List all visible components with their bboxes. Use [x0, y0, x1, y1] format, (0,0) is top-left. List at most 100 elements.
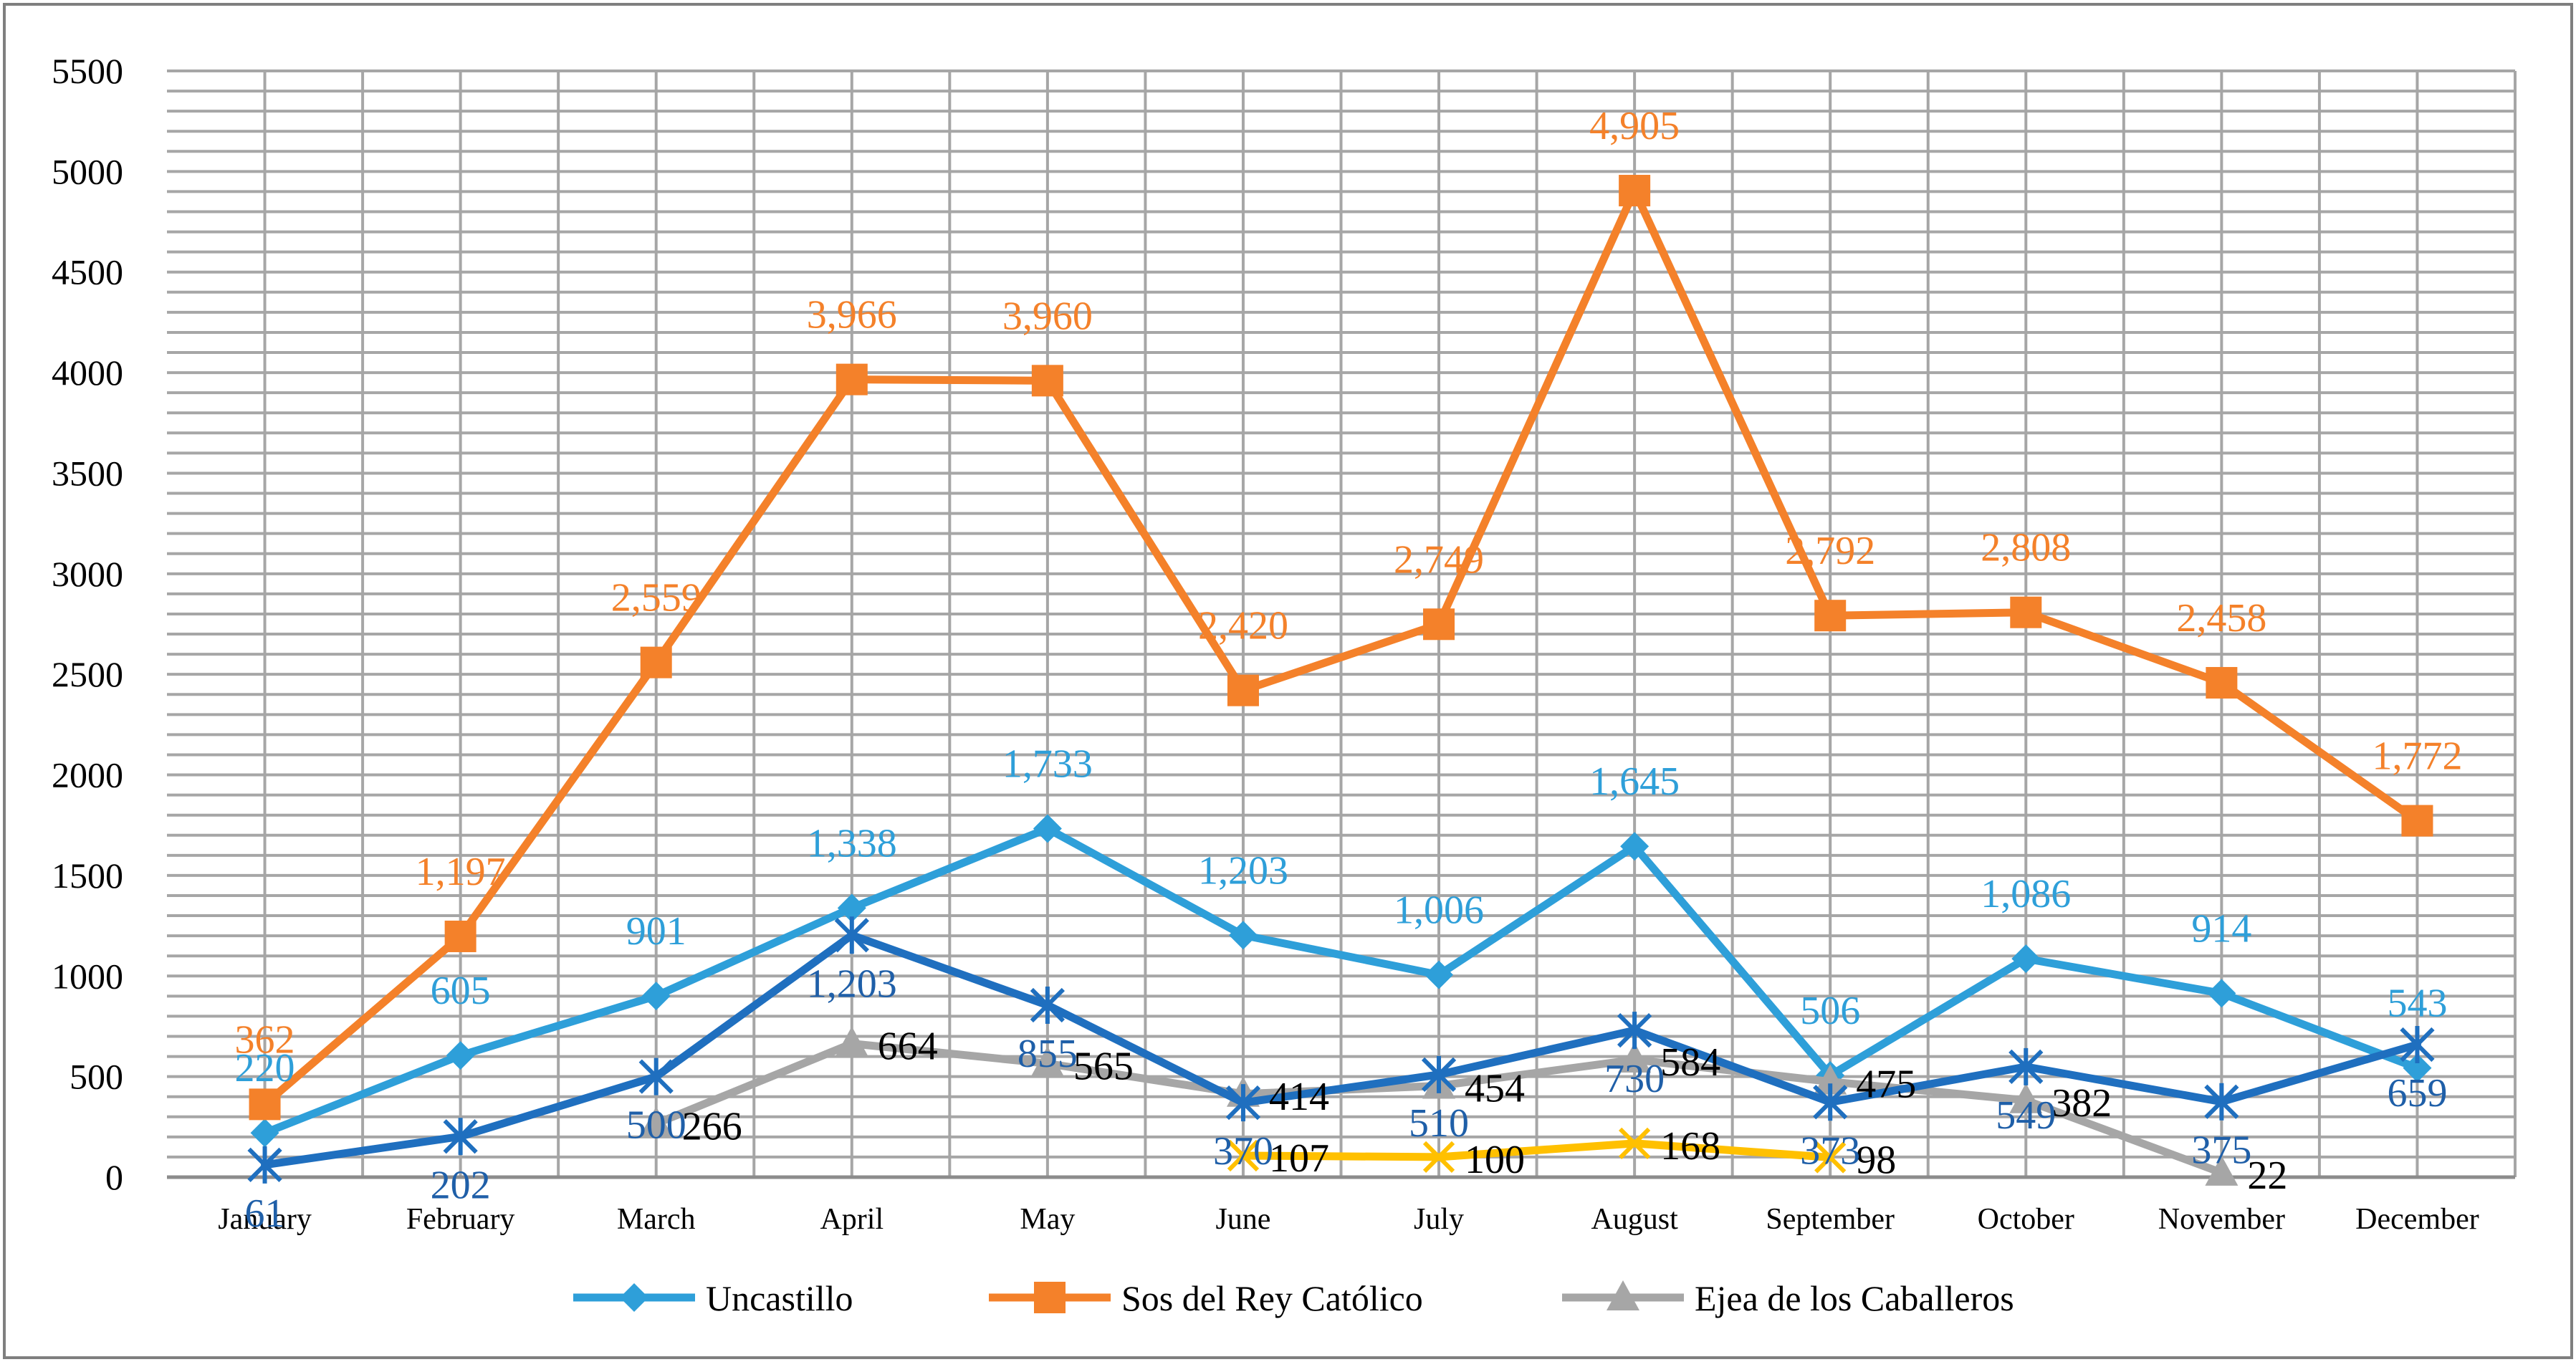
data-point-ejea-de-los-caballeros — [2009, 1083, 2043, 1113]
data-label-sos-del-rey-cat-lico: 2,808 — [1981, 526, 2071, 570]
data-labels: 220 605 901 1,338 1,733 1,203 1,006 1,645 506 1,0… — [235, 104, 2463, 1236]
data-label-series-5: 500 — [626, 1103, 686, 1148]
legend-marker-sos-del-rey-cat-lico — [1034, 1282, 1066, 1313]
data-label-uncastillo: 220 — [235, 1046, 295, 1090]
x-tick-label: January — [218, 1203, 312, 1236]
data-label-series-5: 370 — [1213, 1129, 1273, 1174]
data-label-ejea-de-los-caballeros: 565 — [1073, 1044, 1134, 1088]
data-point-ejea-de-los-caballeros — [1814, 1064, 1847, 1095]
data-label-series-5: 1,203 — [807, 961, 897, 1006]
data-label-ejea-de-los-caballeros: 266 — [682, 1104, 742, 1148]
data-point-sos-del-rey-cat-lico — [640, 646, 672, 678]
series-lines — [247, 175, 2435, 1186]
data-label-sos-del-rey-cat-lico: 2,749 — [1394, 537, 1484, 582]
data-point-series-5 — [1030, 986, 1066, 1024]
data-label-series-5: 61 — [245, 1191, 285, 1236]
y-tick-label: 0 — [105, 1157, 123, 1197]
data-label-sos-del-rey-cat-lico: 4,905 — [1589, 104, 1680, 148]
x-tick-label: February — [406, 1203, 515, 1236]
data-point-series-4 — [1422, 1141, 1455, 1174]
data-label-uncastillo: 901 — [626, 909, 686, 954]
x-tick-label: July — [1414, 1203, 1464, 1236]
y-tick-label: 3500 — [52, 453, 123, 493]
data-label-series-4: 98 — [1856, 1138, 1896, 1182]
data-label-ejea-de-los-caballeros: 22 — [2247, 1154, 2287, 1198]
data-label-ejea-de-los-caballeros: 584 — [1660, 1040, 1720, 1085]
data-label-series-5: 375 — [2191, 1128, 2251, 1173]
data-label-series-5: 730 — [1604, 1057, 1665, 1101]
series-line-uncastillo — [261, 825, 2421, 1137]
data-point-series-4 — [1814, 1141, 1847, 1174]
data-point-series-5 — [443, 1118, 478, 1156]
data-label-sos-del-rey-cat-lico: 1,197 — [416, 850, 506, 894]
y-tick-label: 2500 — [52, 654, 123, 694]
data-label-series-5: 373 — [1800, 1128, 1860, 1173]
data-label-sos-del-rey-cat-lico: 2,458 — [2176, 596, 2266, 641]
data-label-ejea-de-los-caballeros: 664 — [878, 1025, 938, 1069]
data-point-ejea-de-los-caballeros — [1030, 1046, 1064, 1077]
data-point-series-5 — [1421, 1055, 1457, 1093]
data-point-uncastillo — [1033, 814, 1062, 843]
x-tick-label: November — [2158, 1203, 2285, 1236]
data-point-ejea-de-los-caballeros — [1618, 1042, 1652, 1073]
data-point-series-5 — [247, 1146, 282, 1184]
x-tick-label: May — [1020, 1203, 1075, 1236]
data-point-series-5 — [638, 1058, 674, 1095]
data-point-sos-del-rey-cat-lico — [249, 1088, 281, 1121]
data-point-ejea-de-los-caballeros — [835, 1026, 868, 1057]
data-point-uncastillo — [2011, 944, 2041, 974]
data-point-sos-del-rey-cat-lico — [2010, 596, 2042, 628]
data-label-ejea-de-los-caballeros: 414 — [1269, 1075, 1329, 1119]
data-point-series-5 — [2400, 1026, 2435, 1063]
data-point-ejea-de-los-caballeros — [639, 1106, 673, 1137]
data-label-series-4: 107 — [1269, 1136, 1329, 1181]
data-label-sos-del-rey-cat-lico: 2,792 — [1785, 529, 1875, 573]
data-label-uncastillo: 543 — [2387, 982, 2447, 1026]
y-tick-label: 500 — [70, 1057, 123, 1097]
data-point-sos-del-rey-cat-lico — [1814, 600, 1847, 632]
data-label-series-4: 100 — [1465, 1138, 1525, 1182]
legend-item-sos-del-rey-cat-lico: Sos del Rey Católico — [989, 1278, 1423, 1318]
data-point-uncastillo — [1425, 960, 1454, 989]
series-series-4 — [1227, 1127, 1847, 1174]
data-point-series-5 — [1813, 1083, 1848, 1121]
data-point-series-5 — [834, 916, 869, 954]
data-point-sos-del-rey-cat-lico — [1619, 175, 1651, 207]
y-tick-label: 1000 — [52, 956, 123, 996]
data-point-series-5 — [2008, 1047, 2044, 1085]
data-point-uncastillo — [250, 1118, 279, 1148]
data-label-series-4: 168 — [1660, 1124, 1720, 1169]
data-point-uncastillo — [837, 893, 866, 923]
gridlines — [167, 69, 2517, 1177]
x-tick-label: June — [1215, 1203, 1270, 1236]
data-label-series-5: 510 — [1409, 1101, 1469, 1146]
y-tick-label: 5500 — [52, 51, 123, 91]
legend-label: Sos del Rey Católico — [1121, 1278, 1423, 1318]
legend: Uncastillo Sos del Rey Católico Ejea de lo… — [573, 1278, 2014, 1318]
data-label-series-5: 202 — [431, 1163, 491, 1207]
x-tick-label: September — [1766, 1203, 1895, 1236]
series-series-5 — [247, 916, 2435, 1184]
axes: 0 500 1000 1500 2000 2500 3000 3500 4000 4500 5000… — [52, 51, 2515, 1236]
y-tick-label: 1500 — [52, 855, 123, 896]
data-label-uncastillo: 914 — [2191, 906, 2251, 951]
data-label-series-5: 549 — [1996, 1093, 2056, 1138]
data-label-sos-del-rey-cat-lico: 3,960 — [1002, 294, 1093, 338]
data-point-series-4 — [1619, 1127, 1651, 1159]
data-point-sos-del-rey-cat-lico — [1227, 674, 1259, 706]
data-point-ejea-de-los-caballeros — [2205, 1155, 2239, 1186]
data-label-uncastillo: 506 — [1800, 989, 1860, 1033]
data-point-sos-del-rey-cat-lico — [835, 363, 868, 395]
data-label-ejea-de-los-caballeros: 475 — [1856, 1063, 1916, 1107]
series-line-sos-del-rey-cat-lico — [261, 186, 2421, 1108]
data-label-sos-del-rey-cat-lico: 2,420 — [1198, 604, 1288, 648]
y-tick-label: 5000 — [52, 151, 123, 191]
data-point-sos-del-rey-cat-lico — [2401, 805, 2433, 837]
x-tick-label: April — [820, 1203, 884, 1236]
legend-item-uncastillo: Uncastillo — [573, 1278, 853, 1318]
data-point-series-4 — [1227, 1139, 1260, 1172]
x-tick-label: March — [617, 1203, 696, 1236]
legend-item-ejea-de-los-caballeros: Ejea de los Caballeros — [1562, 1278, 2014, 1318]
data-label-uncastillo: 1,733 — [1002, 742, 1093, 786]
